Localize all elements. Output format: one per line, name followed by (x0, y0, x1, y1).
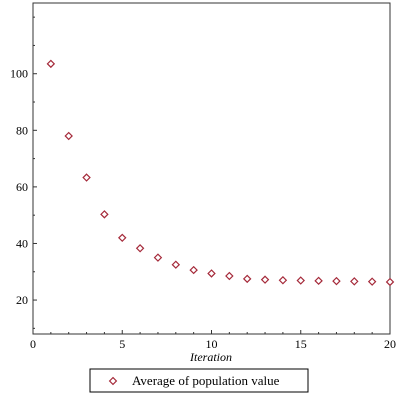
data-point (100, 210, 109, 219)
y-axis: 20 40 60 80 100 (10, 16, 37, 329)
data-point (135, 244, 145, 253)
data-point (296, 276, 305, 285)
legend-marker-icon (108, 376, 118, 386)
data-point (278, 275, 288, 285)
data-point (118, 233, 127, 243)
x-tick-label: 15 (295, 337, 307, 351)
legend-label: Average of population value (132, 373, 280, 388)
y-tick-label: 60 (16, 180, 28, 194)
plot-frame (32, 2, 391, 335)
y-tick-label: 40 (16, 236, 28, 250)
data-point (82, 173, 91, 182)
x-axis: 0 5 10 15 20 (30, 330, 396, 351)
legend-box (89, 368, 309, 393)
data-point (332, 276, 341, 286)
x-tick-label: 5 (119, 337, 125, 351)
y-tick-label: 20 (16, 293, 28, 307)
data-points (46, 59, 395, 287)
data-point (385, 277, 395, 287)
data-point (189, 265, 198, 275)
data-point (260, 275, 270, 284)
data-point (314, 276, 323, 286)
data-point (64, 131, 73, 141)
data-point (153, 253, 163, 262)
data-point (207, 269, 216, 278)
x-tick-label: 20 (384, 337, 396, 351)
legend: Average of population value (89, 368, 309, 393)
data-point (242, 274, 252, 284)
y-tick-label: 100 (10, 67, 28, 81)
data-point (367, 277, 377, 286)
data-point (225, 271, 234, 281)
data-point (171, 260, 181, 269)
x-tick-label: 10 (206, 337, 218, 351)
data-point (350, 277, 359, 286)
x-tick-label: 0 (30, 337, 36, 351)
data-point (46, 59, 56, 69)
y-tick-label: 80 (16, 123, 28, 137)
x-axis-title: Iteration (189, 350, 232, 364)
